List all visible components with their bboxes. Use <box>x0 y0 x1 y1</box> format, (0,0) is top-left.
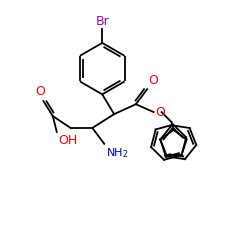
Text: OH: OH <box>59 134 78 147</box>
Text: O: O <box>149 74 158 88</box>
Text: O: O <box>35 85 45 98</box>
Text: NH$_2$: NH$_2$ <box>106 146 129 160</box>
Text: Br: Br <box>96 15 109 28</box>
Text: O: O <box>156 106 166 119</box>
